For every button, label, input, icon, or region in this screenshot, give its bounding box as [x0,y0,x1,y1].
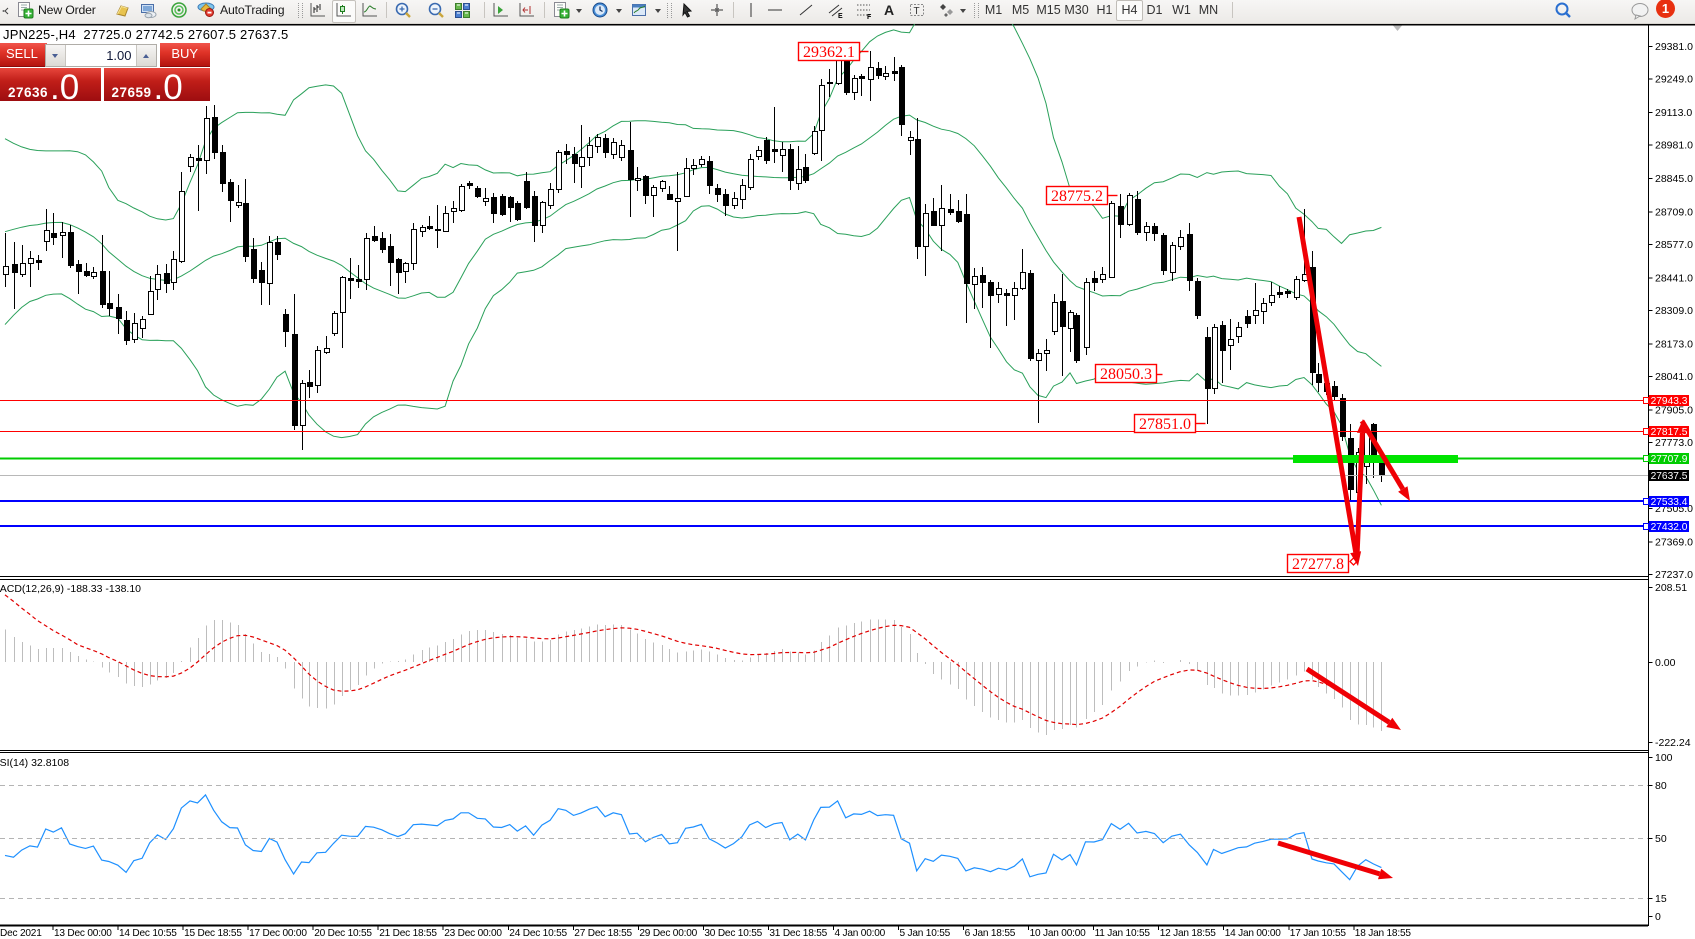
svg-text:T: T [914,6,920,17]
svg-text:27237.0: 27237.0 [1655,569,1693,581]
svg-text:10 Jan 00:00: 10 Jan 00:00 [1030,928,1087,939]
svg-text:50: 50 [1655,833,1667,845]
svg-text:6 Jan 18:55: 6 Jan 18:55 [965,928,1016,939]
svg-text:31 Dec 18:55: 31 Dec 18:55 [769,928,827,939]
svg-text:27432.0: 27432.0 [1651,522,1688,533]
svg-text:23 Dec 00:00: 23 Dec 00:00 [444,928,502,939]
svg-text:17 Jan 10:55: 17 Jan 10:55 [1290,928,1347,939]
svg-text:29381.0: 29381.0 [1655,41,1693,53]
svg-text:29113.0: 29113.0 [1655,107,1692,119]
svg-text:30 Dec 10:55: 30 Dec 10:55 [704,928,762,939]
svg-text:15: 15 [1655,893,1667,905]
svg-text:Dec 2021: Dec 2021 [0,928,42,939]
svg-text:5 Jan 10:55: 5 Jan 10:55 [900,928,951,939]
svg-text:28309.0: 28309.0 [1655,305,1693,317]
svg-text:14 Jan 00:00: 14 Jan 00:00 [1225,928,1282,939]
svg-text:0.00: 0.00 [1655,657,1676,669]
svg-text:29249.0: 29249.0 [1655,74,1693,86]
svg-text:27905.0: 27905.0 [1655,405,1693,417]
svg-text:28173.0: 28173.0 [1655,339,1693,351]
svg-text:29362.1: 29362.1 [803,44,855,61]
svg-text:28441.0: 28441.0 [1655,273,1693,285]
svg-text:0: 0 [1655,911,1661,923]
svg-text:208.51: 208.51 [1655,582,1687,594]
svg-text:28981.0: 28981.0 [1655,140,1693,152]
svg-text:29 Dec 00:00: 29 Dec 00:00 [639,928,697,939]
svg-text:28577.0: 28577.0 [1655,239,1693,251]
svg-text:27817.5: 27817.5 [1651,427,1688,438]
svg-text:28041.0: 28041.0 [1655,371,1693,383]
svg-text:28845.0: 28845.0 [1655,173,1693,185]
svg-text:27369.0: 27369.0 [1655,537,1693,549]
svg-text:4 Jan 00:00: 4 Jan 00:00 [835,928,886,939]
svg-text:E: E [838,13,843,20]
svg-text:80: 80 [1655,780,1667,792]
svg-text:27707.9: 27707.9 [1651,454,1688,465]
svg-text:28050.3: 28050.3 [1100,366,1152,383]
svg-text:27773.0: 27773.0 [1655,437,1693,449]
svg-text:F: F [867,14,872,21]
svg-text:27851.0: 27851.0 [1139,416,1191,433]
svg-text:20 Dec 10:55: 20 Dec 10:55 [314,928,372,939]
svg-text:14 Dec 10:55: 14 Dec 10:55 [119,928,177,939]
svg-text:15 Dec 18:55: 15 Dec 18:55 [184,928,242,939]
svg-text:100: 100 [1655,752,1673,764]
svg-text:27277.8: 27277.8 [1292,556,1344,573]
svg-text:MACD(12,26,9) -188.33 -138.10: MACD(12,26,9) -188.33 -138.10 [0,583,141,595]
svg-text:12 Jan 18:55: 12 Jan 18:55 [1160,928,1217,939]
svg-text:28775.2: 28775.2 [1051,188,1103,205]
svg-text:11 Jan 10:55: 11 Jan 10:55 [1095,928,1151,939]
svg-text:28709.0: 28709.0 [1655,207,1693,219]
svg-text:24 Dec 10:55: 24 Dec 10:55 [509,928,567,939]
svg-text:13 Dec 00:00: 13 Dec 00:00 [54,928,112,939]
svg-text:18 Jan 18:55: 18 Jan 18:55 [1355,928,1412,939]
svg-text:RSI(14) 32.8108: RSI(14) 32.8108 [0,757,69,769]
svg-text:27533.4: 27533.4 [1651,497,1688,508]
svg-text:27637.5: 27637.5 [1651,471,1688,482]
svg-text:17 Dec 00:00: 17 Dec 00:00 [249,928,307,939]
svg-text:27943.3: 27943.3 [1651,396,1688,407]
svg-text:27 Dec 18:55: 27 Dec 18:55 [574,928,632,939]
svg-text:-222.24: -222.24 [1655,737,1691,749]
svg-text:21 Dec 18:55: 21 Dec 18:55 [379,928,437,939]
svg-text:JPN225-,H4 27725.0 27742.5 27: JPN225-,H4 27725.0 27742.5 27607.5 27637… [3,27,288,42]
